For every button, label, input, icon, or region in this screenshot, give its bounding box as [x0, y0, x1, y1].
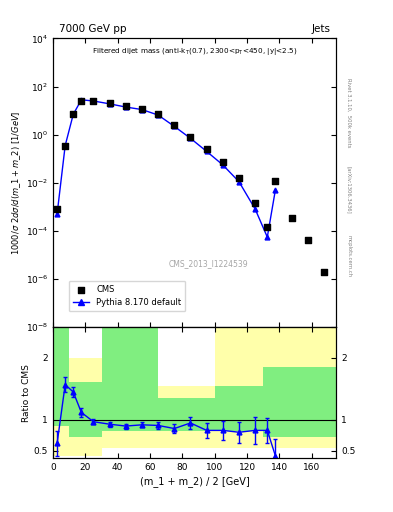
Text: [arXiv:1306.3436]: [arXiv:1306.3436] — [347, 165, 352, 214]
CMS — [204, 145, 210, 153]
Bar — [101, 327, 158, 431]
Pythia 8.170 default — [237, 179, 241, 185]
CMS — [321, 268, 327, 276]
Pythia 8.170 default — [172, 123, 177, 130]
CMS — [107, 99, 113, 108]
Pythia 8.170 default — [107, 101, 112, 107]
Pythia 8.170 default — [71, 111, 75, 117]
Text: Filtered dijet mass (anti-k$_\mathregular{T}$(0.7), 2300<p$_\mathregular{T}$<450: Filtered dijet mass (anti-k$_\mathregula… — [92, 46, 297, 57]
Text: mcplots.cern.ch: mcplots.cern.ch — [347, 235, 352, 277]
Pythia 8.170 default — [123, 104, 128, 110]
Pythia 8.170 default — [188, 135, 193, 141]
Bar — [69, 358, 101, 456]
CMS — [220, 158, 226, 166]
Pythia 8.170 default — [63, 142, 68, 148]
Pythia 8.170 default — [55, 211, 59, 217]
CMS — [252, 199, 258, 207]
Pythia 8.170 default — [91, 98, 96, 104]
Pythia 8.170 default — [265, 234, 270, 240]
Bar — [215, 327, 263, 447]
CMS — [272, 177, 279, 185]
CMS — [288, 214, 295, 222]
Pythia 8.170 default — [204, 148, 209, 155]
Line: Pythia 8.170 default: Pythia 8.170 default — [55, 97, 278, 240]
CMS — [70, 110, 76, 118]
Y-axis label: Ratio to CMS: Ratio to CMS — [22, 364, 31, 421]
Bar — [215, 386, 263, 431]
Bar — [53, 327, 69, 456]
CMS — [264, 223, 270, 231]
Text: Jets: Jets — [311, 24, 331, 34]
Y-axis label: $1000/\sigma\ 2d\sigma/d(m\_1 + m\_2)\ [1/GeV]$: $1000/\sigma\ 2d\sigma/d(m\_1 + m\_2)\ [… — [10, 111, 23, 255]
Bar — [158, 398, 215, 431]
Pythia 8.170 default — [220, 162, 225, 168]
CMS — [155, 110, 161, 118]
CMS — [54, 205, 60, 213]
Text: CMS_2013_I1224539: CMS_2013_I1224539 — [169, 259, 248, 268]
CMS — [187, 133, 194, 141]
CMS — [123, 102, 129, 111]
Pythia 8.170 default — [140, 106, 144, 113]
Bar — [263, 367, 336, 437]
Pythia 8.170 default — [156, 112, 160, 118]
Pythia 8.170 default — [273, 187, 278, 193]
Text: Rivet 3.1.10,  500k events: Rivet 3.1.10, 500k events — [347, 78, 352, 147]
CMS — [171, 121, 178, 129]
CMS — [305, 237, 311, 245]
Bar — [158, 386, 215, 447]
Legend: CMS, Pythia 8.170 default: CMS, Pythia 8.170 default — [68, 281, 185, 311]
CMS — [139, 104, 145, 113]
CMS — [62, 141, 68, 150]
Pythia 8.170 default — [79, 97, 84, 103]
Bar — [53, 327, 69, 426]
Pythia 8.170 default — [253, 206, 257, 212]
X-axis label: (m_1 + m_2) / 2 [GeV]: (m_1 + m_2) / 2 [GeV] — [140, 476, 250, 487]
Text: 7000 GeV pp: 7000 GeV pp — [59, 24, 126, 34]
CMS — [236, 175, 242, 183]
Bar — [263, 327, 336, 447]
CMS — [90, 97, 97, 105]
Bar — [101, 327, 158, 447]
CMS — [78, 97, 84, 105]
Bar — [69, 381, 101, 437]
